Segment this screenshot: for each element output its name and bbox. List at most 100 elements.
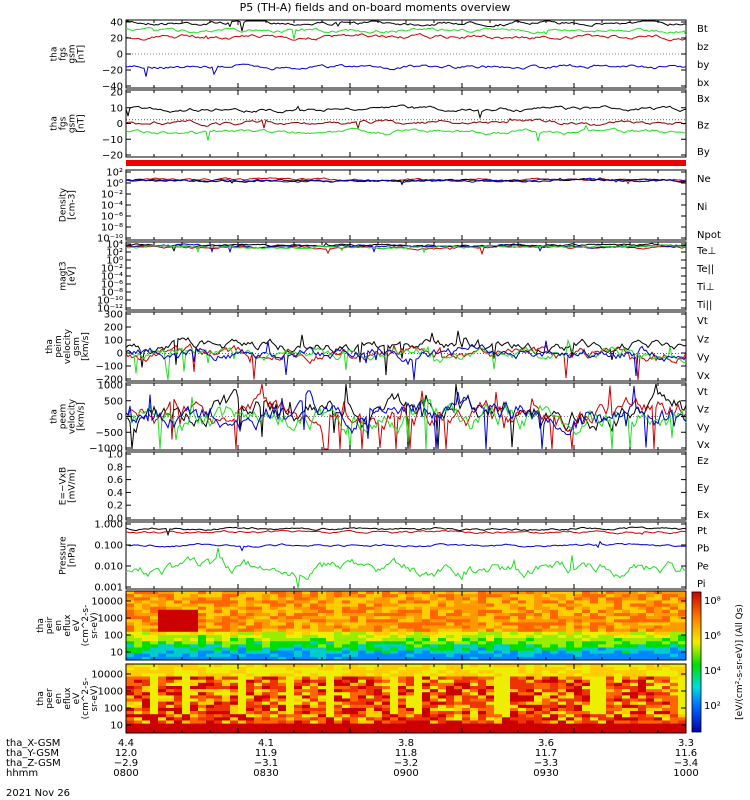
heatmap-cell [574,714,583,718]
heatmap-cell [190,631,199,636]
heatmap-cell [342,726,351,731]
heatmap-cell [630,673,639,677]
heatmap-cell [126,600,135,604]
heatmap-cell [334,707,343,712]
heatmap-cell [534,711,543,715]
heatmap-cell [174,714,183,718]
heatmap-cell [166,616,175,620]
heatmap-cell [334,656,343,661]
heatmap-cell [158,606,167,611]
heatmap-cell [350,625,359,630]
heatmap-cell [454,704,463,709]
heatmap-cell [142,609,151,614]
heatmap-cell [326,591,335,595]
heatmap-cell [446,616,455,620]
ytick-label: 10⁻⁸ [101,288,123,299]
heatmap-cell [502,647,511,652]
heatmap-cell [614,594,623,598]
heatmap-cell [254,591,263,595]
heatmap-cell [622,619,631,623]
heatmap-cell [174,644,183,648]
heatmap-cell [502,634,511,639]
heatmap-cell [430,717,439,721]
heatmap-cell [518,606,527,611]
heatmap-cell [334,723,343,728]
heatmap-cell [398,711,407,715]
heatmap-cell [238,634,247,639]
heatmap-cell [574,631,583,636]
heatmap-cell [662,723,671,728]
heatmap-cell [630,711,639,715]
heatmap-cell [214,625,223,630]
heatmap-cell [614,650,623,655]
heatmap-cell [662,597,671,601]
heatmap-cell [334,616,343,620]
heatmap-cell [606,656,615,661]
heatmap-cell [502,717,511,721]
heatmap-cell [542,603,551,608]
heatmap-cell [678,726,687,731]
ylabel-line: [km/s] [77,402,87,431]
heatmap-cell [294,628,303,633]
heatmap-cell [254,726,263,731]
heatmap-cell [262,631,271,636]
heatmap-cell [590,667,599,671]
heatmap-cell [302,619,311,623]
heatmap-cell [494,701,503,706]
heatmap-cell [206,609,215,614]
heatmap-cell [470,606,479,611]
heatmap-cell [518,695,527,699]
heatmap-cell [262,650,271,655]
heatmap-cell [502,670,511,674]
heatmap-cell [334,619,343,623]
heatmap-cell [382,600,391,604]
heatmap-cell [574,597,583,601]
heatmap-cell [326,609,335,614]
heatmap-cell [462,676,471,681]
legend-ti||: Ti|| [696,300,712,311]
heatmap-cell [446,679,455,684]
heatmap-cell [254,644,263,648]
heatmap-cell [334,701,343,706]
heatmap-cell [606,717,615,721]
heatmap-cell [494,616,503,620]
heatmap-cell [646,670,655,674]
heatmap-cell [630,676,639,681]
heatmap-cell [470,701,479,706]
heatmap-cell [662,616,671,620]
heatmap-cell [678,631,687,636]
heatmap-cell [134,594,143,598]
heatmap-cell [422,720,431,725]
heatmap-cell [542,613,551,617]
heatmap-cell [390,650,399,655]
heatmap-cell [678,653,687,658]
heatmap-cell [478,667,487,671]
heatmap-cell [494,619,503,623]
heatmap-cell [390,597,399,601]
heatmap-cell [382,679,391,684]
heatmap-cell [174,679,183,684]
heatmap-cell [134,609,143,614]
heatmap-cell [190,667,199,671]
heatmap-cell [126,701,135,706]
heatmap-cell [230,667,239,671]
heatmap-cell [302,686,311,690]
heatmap-cell [422,656,431,661]
heatmap-cell [326,647,335,652]
heatmap-cell [238,704,247,709]
heatmap-cell [590,729,599,734]
heatmap-cell [622,609,631,614]
heatmap-cell [406,625,415,630]
heatmap-cell [246,729,255,734]
heatmap-cell [310,698,319,703]
heatmap-cell [150,689,159,693]
heatmap-cell [574,622,583,626]
heatmap-cell [430,692,439,696]
heatmap-cell [334,667,343,671]
heatmap-cell [614,631,623,636]
heatmap-cell [390,695,399,699]
heatmap-cell [134,591,143,595]
heatmap-cell [166,634,175,639]
heatmap-cell [534,695,543,699]
heatmap-cell [486,653,495,658]
